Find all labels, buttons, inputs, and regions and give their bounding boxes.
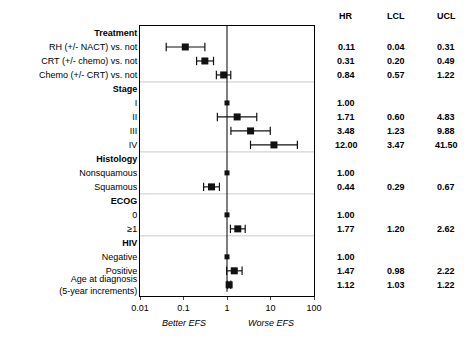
svg-text:0.1: 0.1 <box>177 303 190 313</box>
svg-text:1.22: 1.22 <box>437 70 455 80</box>
svg-text:1.71: 1.71 <box>337 112 355 122</box>
svg-text:CRT (+/- chemo) vs. not: CRT (+/- chemo) vs. not <box>41 56 137 66</box>
svg-text:1: 1 <box>224 303 229 313</box>
svg-text:I: I <box>135 98 138 108</box>
svg-text:Squamous: Squamous <box>94 182 138 192</box>
svg-text:41.50: 41.50 <box>435 140 458 150</box>
svg-text:UCL: UCL <box>437 11 456 21</box>
svg-text:LCL: LCL <box>387 11 405 21</box>
svg-text:Stage: Stage <box>113 84 138 94</box>
svg-text:4.83: 4.83 <box>437 112 455 122</box>
svg-text:10: 10 <box>265 303 275 313</box>
svg-text:Histology: Histology <box>96 154 137 164</box>
svg-text:0: 0 <box>132 210 137 220</box>
svg-text:Chemo (+/- CRT) vs. not: Chemo (+/- CRT) vs. not <box>39 70 138 80</box>
svg-text:1.22: 1.22 <box>437 280 455 290</box>
svg-text:0.57: 0.57 <box>387 70 405 80</box>
svg-text:1.20: 1.20 <box>387 224 405 234</box>
svg-text:Positive: Positive <box>106 266 138 276</box>
svg-text:Worse EFS: Worse EFS <box>248 318 294 328</box>
svg-text:II: II <box>132 112 137 122</box>
svg-text:Negative: Negative <box>102 252 138 262</box>
svg-text:0.98: 0.98 <box>387 266 405 276</box>
svg-text:III: III <box>130 126 138 136</box>
svg-text:1.00: 1.00 <box>337 168 355 178</box>
svg-text:0.01: 0.01 <box>131 303 149 313</box>
svg-text:ECOG: ECOG <box>111 196 138 206</box>
svg-text:0.67: 0.67 <box>437 182 455 192</box>
svg-text:1.03: 1.03 <box>387 280 405 290</box>
svg-text:1.00: 1.00 <box>337 210 355 220</box>
svg-text:3.47: 3.47 <box>387 140 405 150</box>
svg-text:HR: HR <box>339 11 352 21</box>
svg-text:1.12: 1.12 <box>337 280 355 290</box>
svg-text:0.49: 0.49 <box>437 56 455 66</box>
svg-text:1.00: 1.00 <box>337 98 355 108</box>
svg-text:9.88: 9.88 <box>437 126 455 136</box>
svg-text:0.60: 0.60 <box>387 112 405 122</box>
svg-text:HIV: HIV <box>122 238 137 248</box>
svg-text:100: 100 <box>306 303 321 313</box>
svg-text:Age at diagnosis(5-year increm: Age at diagnosis(5-year increments) <box>59 274 138 296</box>
svg-text:0.31: 0.31 <box>337 56 355 66</box>
svg-text:1.23: 1.23 <box>387 126 405 136</box>
svg-text:Better EFS: Better EFS <box>162 318 206 328</box>
svg-text:0.11: 0.11 <box>338 42 355 52</box>
svg-text:IV: IV <box>129 140 138 150</box>
svg-text:≥1: ≥1 <box>127 224 137 234</box>
svg-text:12.00: 12.00 <box>335 140 358 150</box>
svg-text:0.31: 0.31 <box>437 42 455 52</box>
svg-text:Nonsquamous: Nonsquamous <box>79 168 138 178</box>
svg-text:3.48: 3.48 <box>337 126 355 136</box>
svg-text:2.22: 2.22 <box>437 266 455 276</box>
svg-text:1.00: 1.00 <box>337 252 355 262</box>
svg-text:RH (+/- NACT) vs. not: RH (+/- NACT) vs. not <box>49 42 138 52</box>
svg-text:2.62: 2.62 <box>437 224 455 234</box>
svg-text:1.77: 1.77 <box>337 224 355 234</box>
svg-text:Treatment: Treatment <box>94 28 137 38</box>
svg-text:1.47: 1.47 <box>337 266 355 276</box>
svg-text:0.29: 0.29 <box>387 182 405 192</box>
svg-text:0.44: 0.44 <box>337 182 355 192</box>
svg-text:0.84: 0.84 <box>337 70 355 80</box>
svg-text:0.04: 0.04 <box>387 42 405 52</box>
svg-text:0.20: 0.20 <box>387 56 405 66</box>
